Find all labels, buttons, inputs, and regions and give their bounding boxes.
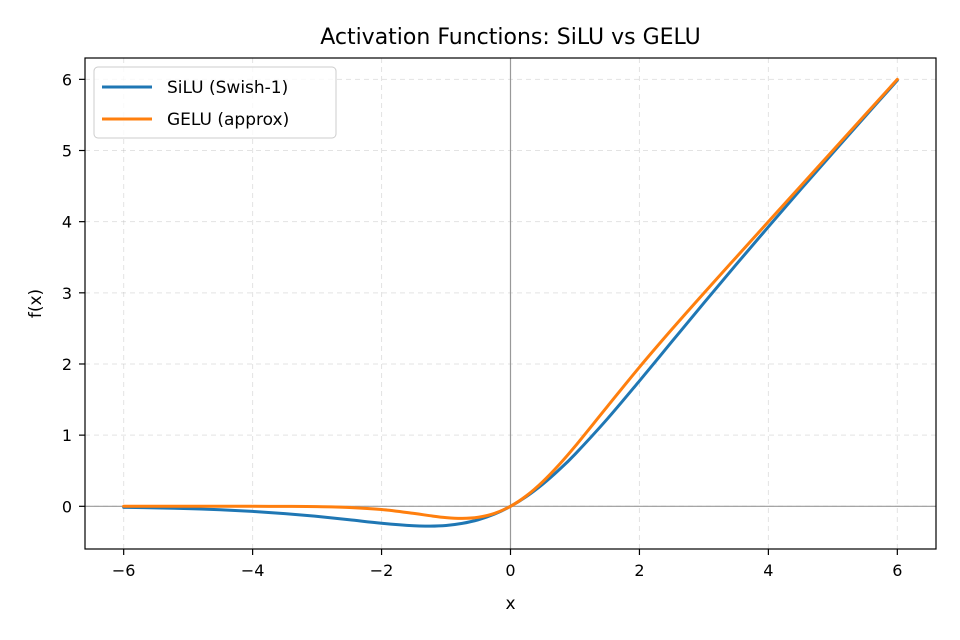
chart-title: Activation Functions: SiLU vs GELU	[320, 25, 701, 50]
legend-box	[93, 66, 337, 139]
y-tick-label: 5	[62, 142, 72, 161]
y-tick-label: 3	[62, 284, 72, 303]
x-tick-label: −4	[241, 561, 265, 580]
series-line-1	[122, 77, 899, 520]
x-tick-label: 6	[892, 561, 902, 580]
legend: SiLU (Swish-1) GELU (approx)	[93, 66, 337, 139]
y-tick-label: 6	[62, 70, 72, 89]
y-tick-label: 1	[62, 426, 72, 445]
x-axis-label: x	[505, 594, 515, 614]
x-tick-label: −6	[112, 561, 136, 580]
y-axis-label: f(x)	[26, 289, 46, 318]
x-tick-label: 0	[505, 561, 515, 580]
ticks: −6 −4 −2 0 2 4 6 0 1 2 3 4 5 6	[62, 70, 903, 580]
legend-label: SiLU (Swish-1)	[167, 78, 288, 98]
x-tick-label: 2	[634, 561, 644, 580]
y-tick-label: 0	[62, 497, 72, 516]
x-tick-label: −2	[370, 561, 394, 580]
legend-label: GELU (approx)	[167, 110, 289, 130]
series-layer	[122, 77, 899, 528]
y-tick-label: 4	[62, 213, 72, 232]
x-tick-label: 4	[763, 561, 773, 580]
y-tick-label: 2	[62, 355, 72, 374]
